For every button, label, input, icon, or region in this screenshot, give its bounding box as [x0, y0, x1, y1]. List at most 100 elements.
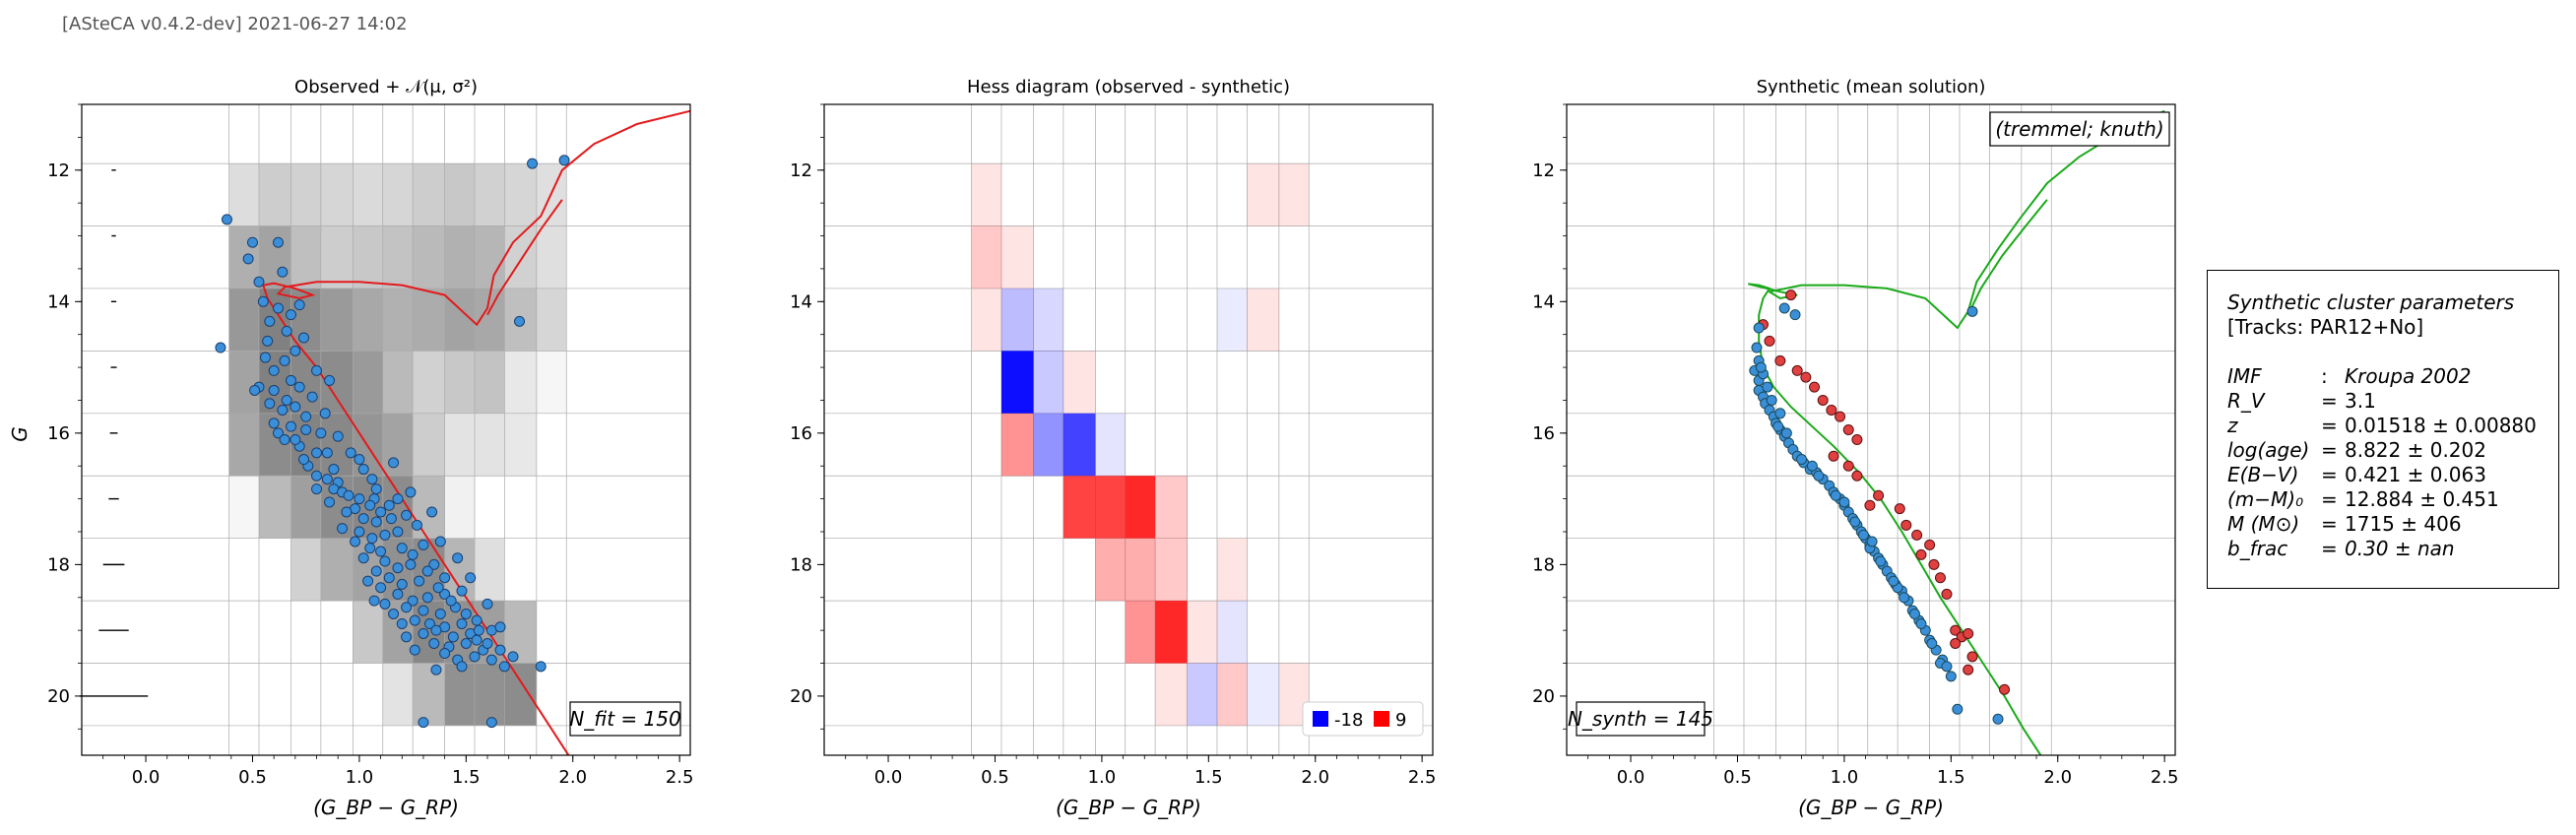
binary-star	[1842, 460, 1854, 472]
observed-star	[268, 364, 280, 376]
density-cell	[382, 225, 414, 289]
synthetic-star	[1830, 489, 1841, 501]
binary-star	[1873, 489, 1885, 501]
binary-star	[1934, 572, 1946, 584]
observed-star	[366, 533, 378, 545]
density-cell	[228, 288, 259, 352]
observed-star	[392, 562, 404, 574]
density-cell	[413, 225, 445, 289]
hess-cell	[1187, 663, 1217, 726]
param-row: M (M⊙) = 1715 ± 406	[2227, 512, 2462, 536]
observed-star	[341, 506, 353, 518]
isochrone-line	[261, 109, 690, 755]
x-tick-label: 2.0	[558, 767, 587, 788]
y-tick-label: 20	[47, 686, 70, 707]
observed-star	[414, 575, 425, 587]
observed-star	[279, 434, 290, 446]
hess-cell	[1095, 538, 1126, 602]
params-title: Synthetic cluster parameters	[2227, 290, 2515, 314]
observed-star	[428, 558, 440, 570]
observed-star	[379, 529, 391, 541]
density-cell	[353, 225, 383, 289]
isochrone-line	[486, 199, 563, 316]
observed-star	[357, 464, 369, 476]
observed-star	[423, 617, 435, 629]
observed-star	[482, 637, 493, 649]
observed-star	[290, 401, 301, 413]
density-cell	[474, 225, 505, 289]
observed-star	[298, 332, 310, 344]
observed-star	[409, 614, 420, 626]
y-tick-label: 16	[1532, 423, 1555, 444]
observed-star	[409, 644, 420, 656]
y-tick-label: 18	[47, 554, 70, 575]
binary-star	[1900, 519, 1912, 531]
x-tick-label: 1.5	[1194, 767, 1223, 788]
hess-cell	[1000, 288, 1034, 352]
observed-star	[434, 608, 446, 619]
synthetic-star	[1813, 470, 1825, 482]
binary-star	[1826, 404, 1837, 416]
density-cell	[504, 351, 537, 414]
nsynth-badge: N_synth = 145	[1568, 707, 1713, 731]
density-cell	[258, 476, 291, 539]
observed-star	[401, 602, 413, 613]
axes-frame	[1566, 103, 2176, 756]
synthetic-star	[1766, 394, 1777, 406]
density-cell	[444, 225, 475, 289]
observed-star	[407, 595, 419, 607]
binary-star	[1800, 371, 1812, 383]
binary-star	[1963, 664, 1974, 675]
observed-star	[286, 374, 297, 386]
synthetic-star	[1926, 637, 1938, 649]
hess-cell	[1247, 288, 1279, 352]
binary-star	[1835, 411, 1846, 422]
binary-star	[1894, 503, 1905, 515]
observed-star	[272, 236, 284, 248]
observed-star	[366, 474, 378, 485]
observed-star	[277, 266, 289, 278]
density-cell	[413, 288, 445, 352]
x-tick-label: 0.5	[1723, 767, 1752, 788]
observed-star	[527, 158, 539, 169]
synthetic-star	[1755, 361, 1767, 373]
density-cell	[382, 663, 414, 726]
density-cell	[290, 163, 321, 226]
observed-star	[286, 309, 297, 321]
observed-star	[456, 617, 468, 629]
param-row: E(B−V) = 0.421 ± 0.063	[2227, 463, 2486, 486]
observed-star	[324, 496, 336, 508]
observed-star	[418, 539, 429, 550]
hess-cell	[1063, 413, 1096, 477]
param-row: z = 0.01518 ± 0.00880	[2227, 414, 2537, 437]
x-tick-label: 1.5	[452, 767, 481, 788]
synthetic-star	[1796, 454, 1808, 466]
observed-star	[221, 214, 232, 225]
observed-star	[473, 624, 484, 636]
observed-star	[362, 575, 374, 587]
y-axis-label: G	[8, 426, 32, 442]
x-tick-label: 1.0	[346, 767, 374, 788]
hess-cell	[1095, 476, 1126, 539]
observed-star	[447, 631, 459, 643]
observed-star	[507, 651, 519, 663]
x-tick-label: 0.5	[238, 767, 267, 788]
observed-star	[215, 342, 226, 353]
x-tick-label: 2.5	[666, 767, 694, 788]
y-tick-label: 12	[1532, 161, 1555, 181]
observed-star	[401, 631, 413, 643]
hess-cell	[1125, 476, 1156, 539]
observed-star	[535, 661, 547, 673]
observed-star	[456, 661, 468, 673]
syn-isochrone-line	[1748, 109, 2165, 755]
observed-star	[396, 578, 408, 590]
legend-swatch-pos	[1374, 711, 1389, 727]
synthetic-star	[1888, 575, 1900, 587]
hess-cell	[1033, 413, 1063, 477]
binary-star	[1941, 588, 1953, 600]
observed-star	[465, 572, 477, 584]
observed-star	[306, 391, 318, 403]
observed-star	[498, 661, 510, 673]
density-cell	[228, 351, 259, 414]
x-tick-label: 2.0	[2043, 767, 2072, 788]
